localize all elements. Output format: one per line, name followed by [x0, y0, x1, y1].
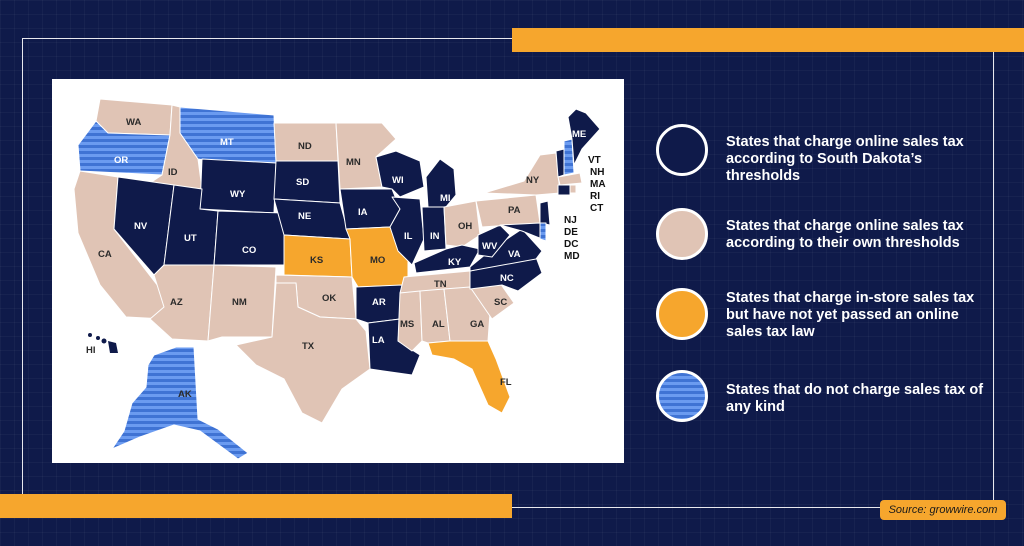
- label-wv: WV: [482, 241, 498, 252]
- label-sd: SD: [296, 177, 309, 188]
- accent-bar-top: [512, 28, 1024, 52]
- label-ms: MS: [400, 319, 414, 330]
- label-ut: UT: [184, 233, 197, 244]
- state-in: [421, 206, 447, 252]
- label-ca: CA: [98, 249, 112, 260]
- state-mt: [179, 106, 277, 164]
- state-ga: [443, 286, 491, 342]
- state-wi: [375, 150, 425, 198]
- label-nm: NM: [232, 297, 247, 308]
- label-tn: TN: [434, 279, 447, 290]
- legend-item-no-sales-tax: States that do not charge sales tax of a…: [656, 370, 986, 430]
- state-nh: [563, 138, 575, 176]
- label-wy: WY: [230, 189, 246, 200]
- label-vt: VT: [588, 155, 601, 166]
- label-dc: DC: [564, 239, 578, 250]
- label-sc: SC: [494, 297, 507, 308]
- label-or: OR: [114, 155, 128, 166]
- state-tx: [235, 282, 371, 424]
- us-sales-tax-map: WA OR CA ID NV MT WY UT AZ CO NM ND SD N…: [73, 98, 606, 460]
- state-oh: [443, 200, 481, 248]
- label-mt: MT: [220, 137, 234, 148]
- state-ia: [339, 188, 401, 230]
- label-ar: AR: [372, 297, 386, 308]
- label-ok: OK: [322, 293, 336, 304]
- label-co: CO: [242, 245, 256, 256]
- label-ky: KY: [448, 257, 462, 268]
- state-ak: [111, 346, 249, 460]
- us-map-panel: WA OR CA ID NV MT WY UT AZ CO NM ND SD N…: [52, 79, 624, 463]
- label-nh: NH: [590, 167, 604, 178]
- legend-swatch-orange: [656, 288, 708, 340]
- label-hi: HI: [86, 345, 96, 356]
- legend-label: States that charge in-store sales tax bu…: [726, 290, 975, 340]
- label-ak: AK: [178, 389, 192, 400]
- label-mo: MO: [370, 255, 385, 266]
- label-nv: NV: [134, 221, 148, 232]
- state-hi: [88, 333, 118, 353]
- label-mi: MI: [440, 193, 451, 204]
- label-va: VA: [508, 249, 521, 260]
- label-nd: ND: [298, 141, 312, 152]
- legend-label: States that charge online sales tax acco…: [726, 134, 964, 184]
- label-oh: OH: [458, 221, 472, 232]
- state-fl: [427, 340, 511, 414]
- state-ri: [569, 184, 577, 194]
- state-ne: [273, 198, 351, 240]
- label-wi: WI: [392, 175, 404, 186]
- label-id: ID: [168, 167, 178, 178]
- legend-swatch-striped-blue: [656, 370, 708, 422]
- label-me: ME: [572, 129, 586, 140]
- label-in: IN: [430, 231, 440, 242]
- label-ct: CT: [590, 203, 603, 214]
- state-ms: [397, 290, 423, 352]
- legend-item-own-thresholds: States that charge online sales tax acco…: [656, 208, 986, 268]
- legend-item-sd-thresholds: States that charge online sales tax acco…: [656, 124, 986, 184]
- legend-label: States that charge online sales tax acco…: [726, 218, 964, 251]
- state-me: [567, 108, 601, 166]
- label-de: DE: [564, 227, 578, 238]
- label-nj: NJ: [564, 215, 577, 226]
- label-al: AL: [432, 319, 445, 330]
- label-az: AZ: [170, 297, 183, 308]
- label-ia: IA: [358, 207, 368, 218]
- label-md: MD: [564, 251, 580, 262]
- state-de: [539, 222, 547, 242]
- label-ma: MA: [590, 179, 606, 190]
- state-vt: [555, 148, 565, 178]
- state-nj: [539, 200, 551, 226]
- state-co: [213, 210, 285, 266]
- legend-swatch-navy: [656, 124, 708, 176]
- label-ri: RI: [590, 191, 600, 202]
- label-il: IL: [404, 231, 413, 242]
- label-ks: KS: [310, 255, 323, 266]
- accent-bar-bottom: [0, 494, 512, 518]
- label-ny: NY: [526, 175, 540, 186]
- label-ne: NE: [298, 211, 311, 222]
- state-ct: [557, 184, 571, 196]
- legend-item-in-store-only: States that charge in-store sales tax bu…: [656, 288, 986, 348]
- label-fl: FL: [500, 377, 512, 388]
- legend-label: States that do not charge sales tax of a…: [726, 382, 984, 415]
- label-pa: PA: [508, 205, 521, 216]
- state-ny: [483, 152, 561, 196]
- state-wv: [477, 224, 511, 258]
- source-badge: Source: growwire.com: [880, 500, 1006, 520]
- state-nm: [207, 264, 277, 342]
- label-ga: GA: [470, 319, 484, 330]
- label-nc: NC: [500, 273, 514, 284]
- label-tx: TX: [302, 341, 315, 352]
- state-il: [389, 196, 425, 266]
- legend-swatch-beige: [656, 208, 708, 260]
- label-mn: MN: [346, 157, 361, 168]
- state-wy: [199, 158, 277, 214]
- state-ma: [557, 172, 583, 186]
- label-wa: WA: [126, 117, 141, 128]
- label-la: LA: [372, 335, 385, 346]
